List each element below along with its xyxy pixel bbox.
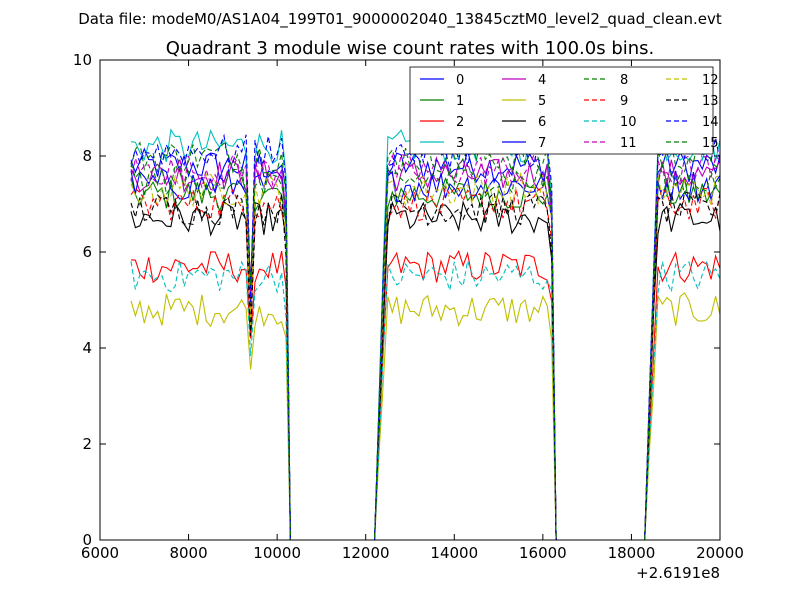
legend-label: 15 bbox=[702, 136, 719, 151]
series-line-13 bbox=[130, 191, 721, 541]
legend-label: 13 bbox=[702, 94, 719, 109]
datafile-title: Data file: modeM0/AS1A04_199T01_90000020… bbox=[78, 10, 722, 29]
series-line-1 bbox=[130, 176, 721, 541]
series-line-12 bbox=[130, 171, 721, 541]
x-offset-label: +2.6191e8 bbox=[636, 564, 720, 582]
x-tick-label: 14000 bbox=[430, 544, 478, 562]
x-tick-label: 20000 bbox=[696, 544, 744, 562]
legend-label: 7 bbox=[538, 136, 546, 151]
series-line-10 bbox=[130, 258, 721, 541]
legend-label: 12 bbox=[702, 73, 719, 88]
y-tick-label: 0 bbox=[82, 531, 92, 549]
series-line-8 bbox=[130, 137, 721, 541]
y-tick-label: 10 bbox=[73, 51, 92, 69]
x-tick-label: 16000 bbox=[519, 544, 567, 562]
legend-label: 2 bbox=[456, 115, 464, 130]
legend-label: 10 bbox=[620, 115, 637, 130]
legend-label: 6 bbox=[538, 115, 546, 130]
legend-label: 5 bbox=[538, 94, 546, 109]
series-line-9 bbox=[130, 185, 721, 541]
legend-label: 1 bbox=[456, 94, 464, 109]
series-line-6 bbox=[130, 200, 721, 541]
series-line-11 bbox=[130, 153, 721, 541]
axis-ticks: 6000 8000 10000 12000 14000 16000 18000 20000 0 2… bbox=[73, 51, 744, 562]
y-tick-label: 2 bbox=[82, 435, 92, 453]
y-tick-label: 8 bbox=[82, 147, 92, 165]
legend-label: 8 bbox=[620, 73, 628, 88]
series-line-2 bbox=[130, 249, 721, 541]
x-tick-label: 18000 bbox=[608, 544, 656, 562]
series-line-15 bbox=[130, 163, 721, 541]
legend-box bbox=[409, 66, 714, 155]
legend-label: 4 bbox=[538, 73, 546, 88]
series-line-14 bbox=[130, 133, 721, 541]
chart-title: Quadrant 3 module wise count rates with … bbox=[166, 38, 655, 59]
x-tick-label: 10000 bbox=[253, 544, 301, 562]
plot-lines bbox=[130, 128, 721, 541]
series-line-3 bbox=[130, 128, 721, 541]
x-tick-label: 6000 bbox=[81, 544, 119, 562]
plot-frame bbox=[99, 59, 721, 541]
y-tick-label: 6 bbox=[82, 243, 92, 261]
series-line-5 bbox=[130, 292, 721, 541]
legend-label: 11 bbox=[620, 136, 637, 151]
legend-label: 9 bbox=[620, 94, 628, 109]
x-tick-label: 8000 bbox=[169, 544, 207, 562]
legend-label: 0 bbox=[456, 73, 464, 88]
x-tick-label: 12000 bbox=[342, 544, 390, 562]
y-tick-label: 4 bbox=[82, 339, 92, 357]
legend-label: 14 bbox=[702, 115, 719, 130]
legend-label: 3 bbox=[456, 136, 464, 151]
